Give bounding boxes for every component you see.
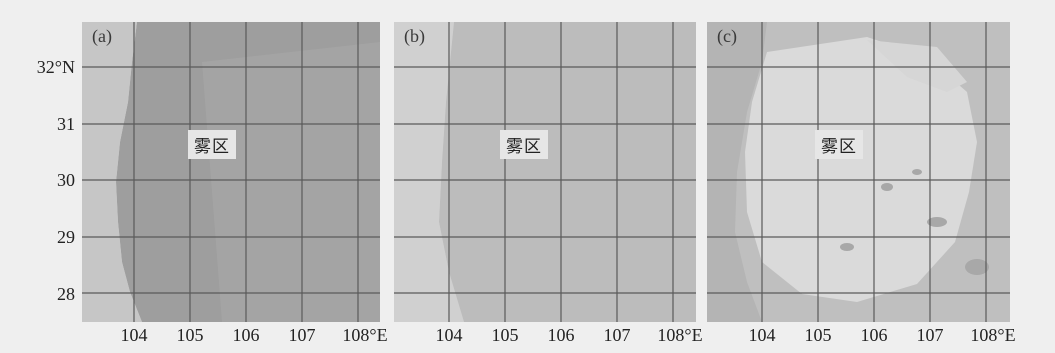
map-panel-b: (b) 雾区 <box>394 22 696 322</box>
grid-c <box>707 22 1010 322</box>
lat-tick-28: 28 <box>57 284 75 304</box>
lon-tick-b-106: 106 <box>547 325 575 345</box>
map-panel-a: (a) 雾区 <box>82 22 380 322</box>
lon-tick-c-108: 108°E <box>970 325 1016 345</box>
lon-tick-c-106: 106 <box>860 325 888 345</box>
lon-tick-b-107: 107 <box>603 325 631 345</box>
map-a-image <box>82 22 380 322</box>
lon-tick-a-105: 105 <box>176 325 204 345</box>
map-panel-c: (c) 雾区 <box>707 22 1010 322</box>
lon-tick-c-107: 107 <box>916 325 944 345</box>
panel-label-b: (b) <box>404 26 425 46</box>
lat-tick-32: 32°N <box>36 57 75 77</box>
lat-tick-29: 29 <box>57 227 75 247</box>
panel-label-c: (c) <box>717 26 737 46</box>
lat-tick-31: 31 <box>57 114 75 134</box>
lat-tick-30: 30 <box>57 170 75 190</box>
lon-tick-a-108: 108°E <box>342 325 388 345</box>
lon-tick-b-104: 104 <box>435 325 463 345</box>
lon-tick-c-104: 104 <box>748 325 776 345</box>
fog-region-label-a: 雾区 <box>188 130 236 159</box>
lon-tick-b-108: 108°E <box>657 325 703 345</box>
lon-tick-a-104: 104 <box>120 325 148 345</box>
map-b-image <box>394 22 696 322</box>
grid-b <box>394 22 696 322</box>
panel-label-a: (a) <box>92 26 112 46</box>
lon-tick-c-105: 105 <box>804 325 832 345</box>
lon-tick-b-105: 105 <box>491 325 519 345</box>
grid-a <box>82 22 380 322</box>
lon-tick-a-107: 107 <box>288 325 316 345</box>
fog-region-label-b: 雾区 <box>500 130 548 159</box>
map-c-image <box>707 22 1010 322</box>
fog-region-label-c: 雾区 <box>815 130 863 159</box>
lon-tick-a-106: 106 <box>232 325 260 345</box>
